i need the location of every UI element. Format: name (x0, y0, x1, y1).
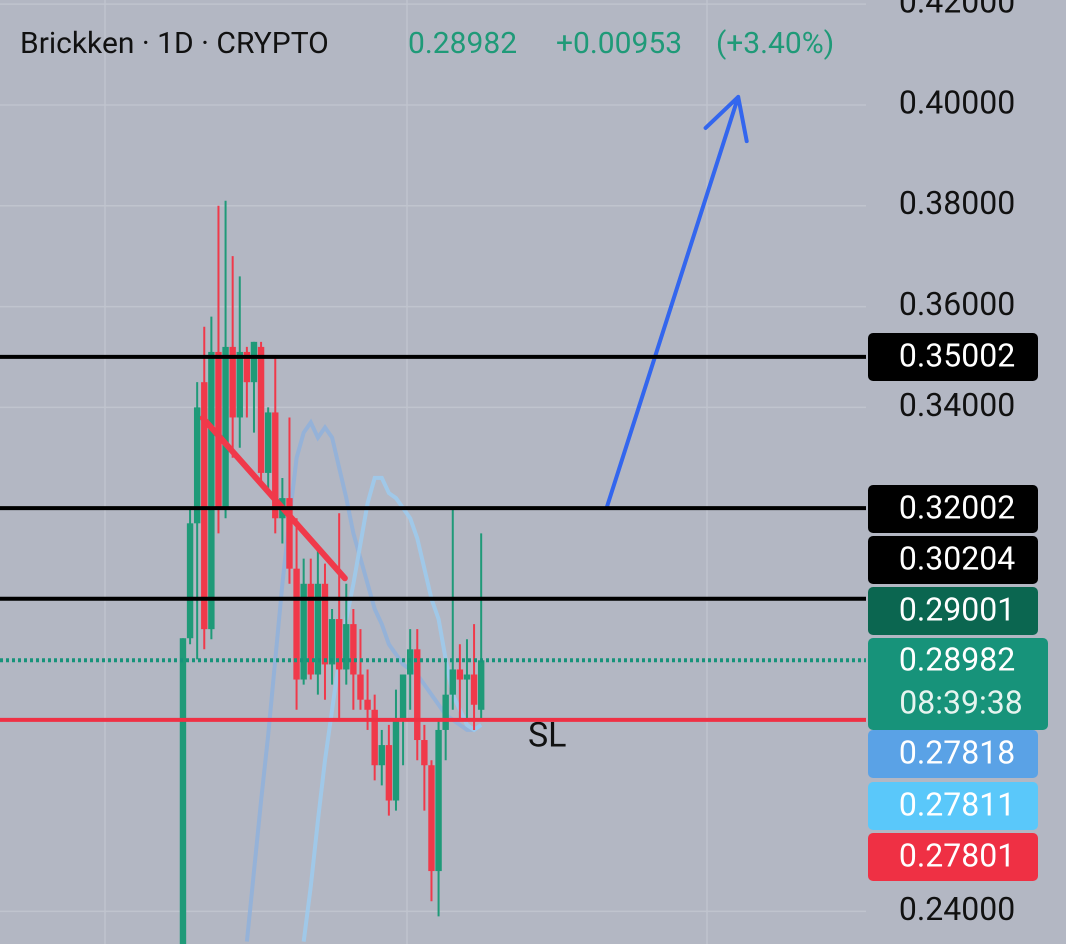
candle-body (385, 745, 393, 801)
candle-body (250, 341, 258, 383)
countdown: 08:39:38 (899, 683, 1022, 721)
price-label: 0.29001 (899, 590, 1015, 628)
price-label: 0.28982 (899, 640, 1015, 678)
candle-body (186, 523, 194, 639)
candle-body (456, 669, 464, 680)
candle-body (179, 638, 187, 944)
candle-body (208, 351, 215, 630)
candle-body (300, 583, 307, 680)
moving-average (244, 418, 483, 942)
candle-body (201, 382, 208, 630)
price-label-box (868, 730, 1038, 778)
candle-body (364, 699, 371, 710)
candle-body (470, 674, 478, 705)
price-label-box (868, 782, 1038, 830)
candle-body (193, 407, 201, 524)
y-tick-label: 0.36000 (899, 285, 1015, 323)
last-price: 0.28982 (408, 26, 517, 61)
price-label-box (868, 333, 1038, 381)
candle-body (371, 709, 378, 766)
price-label: 0.35002 (899, 336, 1015, 374)
candle-body (307, 583, 314, 675)
symbol-title: Brickken · 1D · CRYPTO (20, 26, 329, 61)
price-label-box (868, 485, 1038, 533)
arrow (604, 94, 749, 510)
candle-body (321, 583, 329, 665)
trendline (199, 414, 348, 582)
candle-body (236, 351, 243, 418)
price-change: +0.00953 (556, 26, 682, 61)
candle-body (442, 694, 449, 730)
candle-body (215, 351, 222, 509)
candle-body (314, 583, 322, 675)
candle-body (286, 498, 293, 569)
candle-body (378, 745, 385, 766)
candle-body (428, 765, 435, 872)
candle-body (343, 624, 350, 670)
candle-body (414, 649, 421, 741)
candle-body (463, 674, 471, 680)
price-label: 0.30204 (899, 539, 1015, 577)
candle-body (477, 660, 485, 710)
price-label-box (868, 833, 1038, 881)
candle-body (222, 346, 229, 509)
y-tick-label: 0.34000 (899, 386, 1015, 424)
price-label: 0.27818 (899, 733, 1015, 771)
y-tick-label: 0.38000 (899, 184, 1015, 222)
price-label-box (868, 587, 1038, 635)
price-change-percent: (+3.40%) (716, 26, 834, 61)
candle-body (335, 619, 343, 670)
candle-body (257, 346, 265, 473)
candle-body (435, 729, 442, 872)
candle-body (293, 568, 300, 680)
price-label-box (868, 536, 1038, 584)
candle-body (229, 346, 236, 418)
candle-body (272, 412, 279, 519)
candle-body (449, 669, 456, 695)
candle-body (243, 351, 251, 383)
price-label: 0.32002 (899, 488, 1015, 526)
candle-body (421, 740, 428, 766)
candle-body (392, 719, 400, 801)
annotation: SL (528, 715, 567, 755)
y-tick-label: 0.24000 (899, 890, 1015, 928)
y-tick-label: 0.40000 (899, 83, 1015, 121)
moving-average (301, 475, 483, 942)
candle-body (264, 412, 272, 473)
candle-body (399, 674, 407, 720)
price-label-box (868, 638, 1048, 730)
candle-body (350, 624, 357, 675)
y-tick-label: 0.42000 (899, 0, 1015, 21)
candle-body (328, 619, 336, 665)
price-label: 0.27811 (899, 785, 1015, 823)
price-label: 0.27801 (899, 836, 1015, 874)
candle-body (357, 674, 364, 700)
